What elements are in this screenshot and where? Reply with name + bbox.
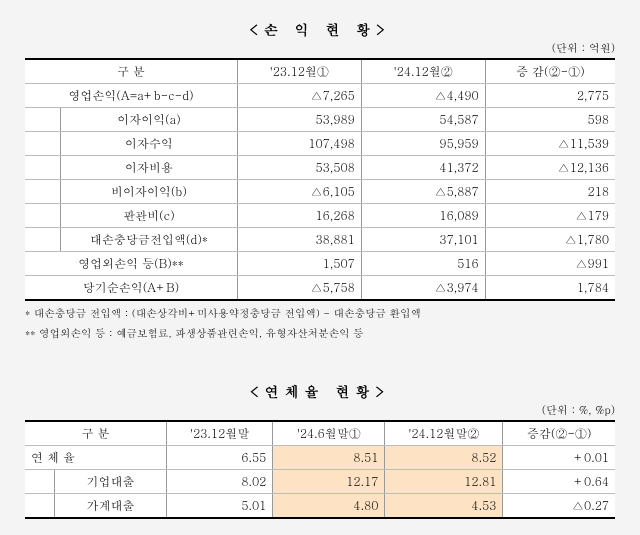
dq-label: 연 체 율	[25, 445, 167, 469]
pl-cell: 37,101	[361, 228, 485, 252]
pl-row: 이자수익107,49895,959△11,539	[25, 132, 615, 156]
dq-cell: 8.02	[167, 469, 273, 493]
pl-footnote-1: * 대손충당금 전입액 : (대손상각비+미사용약정충당금 전입액) - 대손충…	[25, 305, 615, 321]
pl-cell: △4,490	[361, 84, 485, 108]
delinq-row: 가계대출5.014.804.53△0.27	[25, 493, 615, 518]
dq-cell: +0.64	[503, 469, 615, 493]
pl-stub	[25, 228, 60, 252]
pl-cell: △12,136	[485, 156, 615, 180]
pl-cell: 53,989	[237, 108, 361, 132]
pl-cell: 1,507	[237, 252, 361, 276]
delinq-table-unit: (단위 : %, %p)	[25, 403, 615, 418]
dq-cell: 12.81	[385, 469, 503, 493]
pl-row: 영업손익(A=a+b-c-d)△7,265△4,4902,775	[25, 84, 615, 108]
pl-row: 비이자이익(b)△6,105△5,887218	[25, 180, 615, 204]
pl-cell: 107,498	[237, 132, 361, 156]
pl-header-row: 구 분 '23.12월① '24.12월② 증 감(②-①)	[25, 59, 615, 84]
dq-h-2: '24.6월말①	[273, 421, 385, 446]
pl-label: 이자비용	[60, 156, 237, 180]
pl-h-2: '24.12월②	[361, 59, 485, 84]
delinq-table: 구 분 '23.12월말 '24.6월말① '24.12월말② 증감(②-①) …	[25, 420, 615, 519]
pl-cell: 2,775	[485, 84, 615, 108]
pl-cell: 218	[485, 180, 615, 204]
pl-cell: △7,265	[237, 84, 361, 108]
pl-label: 비이자이익(b)	[60, 180, 237, 204]
pl-row: 판관비(c)16,26816,089△179	[25, 204, 615, 228]
pl-cell: △991	[485, 252, 615, 276]
dq-cell: 6.55	[167, 445, 273, 469]
pl-stub	[25, 108, 60, 132]
pl-label: 판관비(c)	[60, 204, 237, 228]
dq-cell: 8.51	[273, 445, 385, 469]
pl-cell: 41,372	[361, 156, 485, 180]
dq-cell: 4.53	[385, 493, 503, 518]
pl-cell: 16,089	[361, 204, 485, 228]
pl-table-title: <손 익 현 황>	[25, 19, 615, 39]
pl-cell: △5,887	[361, 180, 485, 204]
dq-h-3: '24.12월말②	[385, 421, 503, 446]
delinq-row: 연 체 율6.558.518.52+0.01	[25, 445, 615, 469]
dq-stub	[25, 493, 55, 518]
dq-cell: 8.52	[385, 445, 503, 469]
dq-label: 가계대출	[55, 493, 167, 518]
pl-label: 당기순손익(A+B)	[25, 276, 237, 301]
pl-row: 당기순손익(A+B)△5,758△3,9741,784	[25, 276, 615, 301]
pl-cell: △6,105	[237, 180, 361, 204]
pl-stub	[25, 204, 60, 228]
dq-h-0: 구 분	[25, 421, 167, 446]
pl-cell: 53,508	[237, 156, 361, 180]
pl-stub	[25, 180, 60, 204]
dq-h-1: '23.12월말	[167, 421, 273, 446]
dq-stub	[25, 469, 55, 493]
pl-label: 영업외손익 등(B)**	[25, 252, 237, 276]
delinq-row: 기업대출8.0212.1712.81+0.64	[25, 469, 615, 493]
pl-row: 대손충당금전입액(d)*38,88137,101△1,780	[25, 228, 615, 252]
pl-label: 이자이익(a)	[60, 108, 237, 132]
dq-h-4: 증감(②-①)	[503, 421, 615, 446]
pl-footnote-2: ** 영업외손익 등 : 예금보험료, 파생상품관련손익, 유형자산처분손익 등	[25, 325, 615, 341]
pl-row: 이자이익(a)53,98954,587598	[25, 108, 615, 132]
pl-cell: 38,881	[237, 228, 361, 252]
pl-row: 이자비용53,50841,372△12,136	[25, 156, 615, 180]
dq-cell: 5.01	[167, 493, 273, 518]
pl-cell: △179	[485, 204, 615, 228]
pl-cell: △1,780	[485, 228, 615, 252]
pl-cell: 95,959	[361, 132, 485, 156]
pl-stub	[25, 156, 60, 180]
pl-cell: 54,587	[361, 108, 485, 132]
delinq-header-row: 구 분 '23.12월말 '24.6월말① '24.12월말② 증감(②-①)	[25, 421, 615, 446]
pl-cell: 1,784	[485, 276, 615, 301]
pl-table: 구 분 '23.12월① '24.12월② 증 감(②-①) 영업손익(A=a+…	[25, 58, 615, 301]
dq-label: 기업대출	[55, 469, 167, 493]
pl-label: 이자수익	[60, 132, 237, 156]
pl-label: 대손충당금전입액(d)*	[60, 228, 237, 252]
dq-cell: +0.01	[503, 445, 615, 469]
dq-cell: 4.80	[273, 493, 385, 518]
pl-cell: 16,268	[237, 204, 361, 228]
pl-table-unit: (단위 : 억원)	[25, 41, 615, 56]
pl-cell: 516	[361, 252, 485, 276]
pl-h-3: 증 감(②-①)	[485, 59, 615, 84]
pl-cell: △5,758	[237, 276, 361, 301]
pl-row: 영업외손익 등(B)**1,507516△991	[25, 252, 615, 276]
pl-cell: △11,539	[485, 132, 615, 156]
pl-label: 영업손익(A=a+b-c-d)	[25, 84, 237, 108]
pl-cell: △3,974	[361, 276, 485, 301]
pl-h-0: 구 분	[25, 59, 237, 84]
delinq-table-title: <연체율 현황>	[25, 381, 615, 401]
dq-cell: 12.17	[273, 469, 385, 493]
pl-h-1: '23.12월①	[237, 59, 361, 84]
pl-cell: 598	[485, 108, 615, 132]
pl-stub	[25, 132, 60, 156]
dq-cell: △0.27	[503, 493, 615, 518]
